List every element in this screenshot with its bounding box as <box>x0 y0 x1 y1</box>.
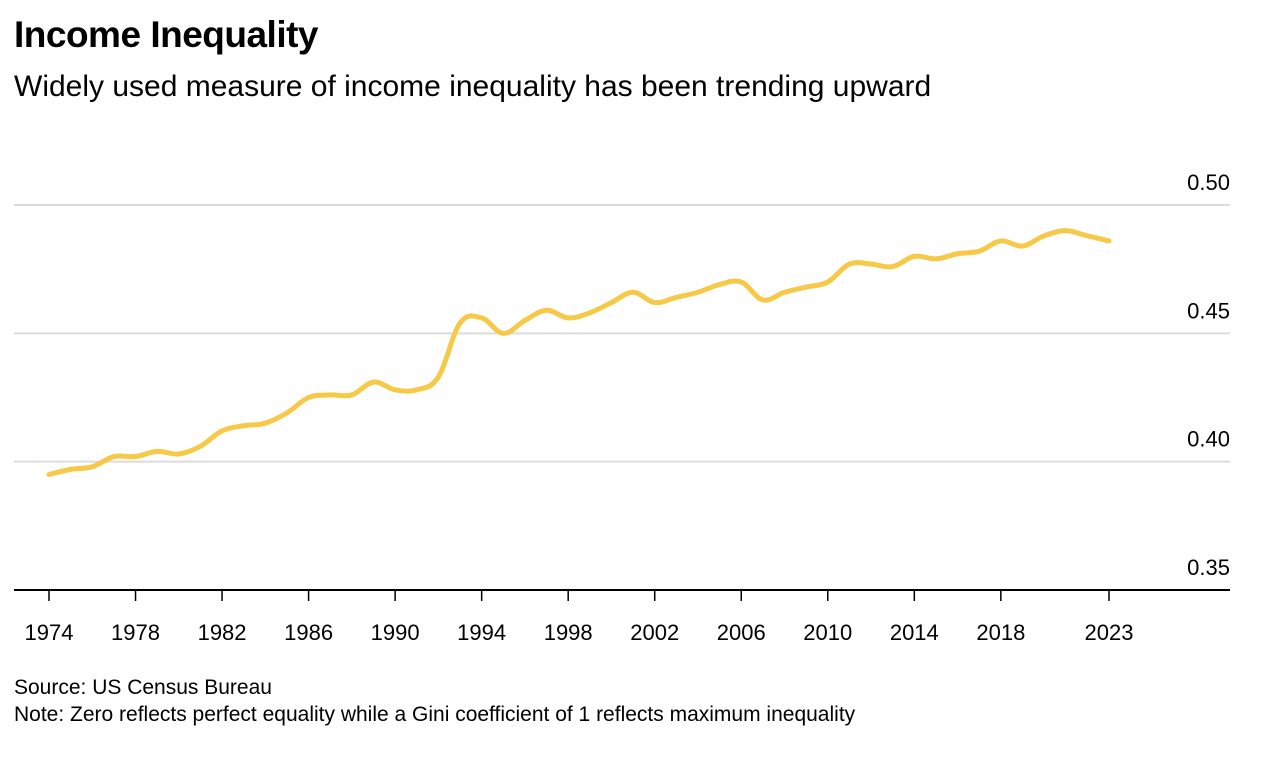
x-tick-label: 1986 <box>284 620 333 645</box>
x-tick-label: 1982 <box>198 620 247 645</box>
x-tick-label: 1998 <box>544 620 593 645</box>
chart-note: Note: Zero reflects perfect equality whi… <box>14 703 856 726</box>
x-tick-label: 2014 <box>890 620 939 645</box>
x-tick-label: 2010 <box>803 620 852 645</box>
x-axis-labels: 1974 1978 1982 1986 1990 1994 1998 2002 2006 2010… <box>25 620 1134 645</box>
y-tick-label: 0.40 <box>1187 427 1230 452</box>
y-tick-label: 0.45 <box>1187 298 1230 323</box>
chart-subtitle: Widely used measure of income inequality… <box>14 70 932 103</box>
x-tick-label: 1974 <box>25 620 74 645</box>
x-tick-label: 2023 <box>1085 620 1134 645</box>
y-tick-label: 0.35 <box>1187 555 1230 580</box>
x-tick-label: 2002 <box>630 620 679 645</box>
x-tick-label: 1990 <box>371 620 420 645</box>
chart-title: Income Inequality <box>14 14 319 55</box>
x-tick-label: 2006 <box>717 620 766 645</box>
x-tick-label: 2018 <box>976 620 1025 645</box>
y-axis-labels: 0.35 0.40 0.45 0.50 <box>1187 170 1230 580</box>
x-tick-label: 1978 <box>111 620 160 645</box>
chart-source: Source: US Census Bureau <box>14 676 272 699</box>
series-group <box>46 228 1112 477</box>
x-tick-label: 1994 <box>457 620 506 645</box>
series-line <box>46 228 1112 477</box>
x-axis <box>14 589 1230 601</box>
line-chart: 0.35 0.40 0.45 0.50 1974 1978 1982 1986 1990 199… <box>14 170 1230 645</box>
y-tick-label: 0.50 <box>1187 170 1230 195</box>
gridlines <box>14 204 1230 463</box>
